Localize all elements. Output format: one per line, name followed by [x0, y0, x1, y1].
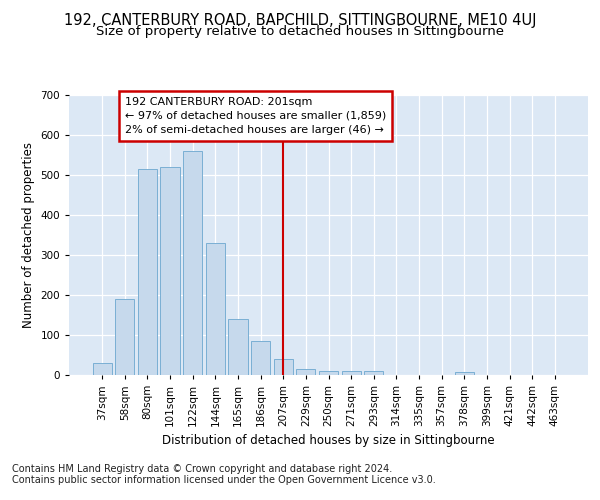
Bar — [274, 359, 293, 375]
Text: Contains HM Land Registry data © Crown copyright and database right 2024.: Contains HM Land Registry data © Crown c… — [12, 464, 392, 474]
Bar — [296, 369, 316, 375]
Text: 192, CANTERBURY ROAD, BAPCHILD, SITTINGBOURNE, ME10 4UJ: 192, CANTERBURY ROAD, BAPCHILD, SITTINGB… — [64, 12, 536, 28]
Bar — [364, 371, 383, 375]
Bar — [138, 169, 157, 375]
Bar — [92, 363, 112, 375]
Text: Size of property relative to detached houses in Sittingbourne: Size of property relative to detached ho… — [96, 25, 504, 38]
Y-axis label: Number of detached properties: Number of detached properties — [22, 142, 35, 328]
Text: Contains public sector information licensed under the Open Government Licence v3: Contains public sector information licen… — [12, 475, 436, 485]
Bar — [251, 341, 270, 375]
Bar — [160, 167, 180, 375]
X-axis label: Distribution of detached houses by size in Sittingbourne: Distribution of detached houses by size … — [162, 434, 495, 448]
Bar — [206, 243, 225, 375]
Bar — [341, 371, 361, 375]
Bar — [115, 299, 134, 375]
Bar — [183, 151, 202, 375]
Text: 192 CANTERBURY ROAD: 201sqm
← 97% of detached houses are smaller (1,859)
2% of s: 192 CANTERBURY ROAD: 201sqm ← 97% of det… — [125, 97, 386, 135]
Bar — [229, 319, 248, 375]
Bar — [455, 372, 474, 375]
Bar — [319, 371, 338, 375]
